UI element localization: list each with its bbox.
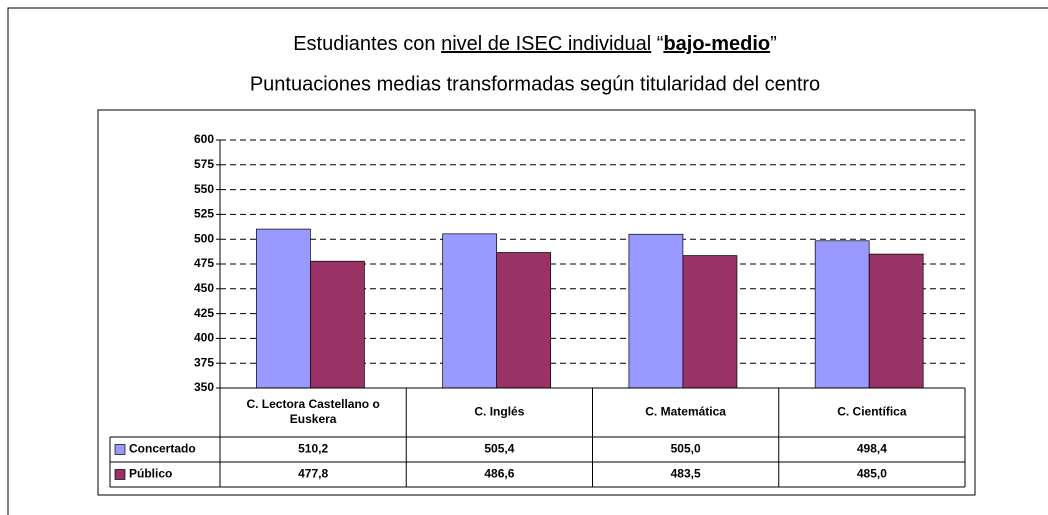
value-label: 510,2 [298, 442, 328, 456]
y-tick-label: 350 [194, 380, 214, 394]
legend-key [114, 469, 126, 480]
value-label: 486,6 [484, 467, 514, 481]
bar [496, 252, 552, 389]
y-tick-label: 550 [194, 182, 214, 196]
frame [7, 7, 1048, 515]
y-tick-label: 475 [194, 256, 214, 270]
bar [310, 260, 365, 389]
category-label: C. Lectora Castellano o [246, 397, 379, 411]
category-label: C. Inglés [474, 405, 524, 419]
value-label: 505,0 [671, 442, 701, 456]
title-part: nivel de ISEC individual [441, 33, 651, 55]
category-label: Euskera [290, 412, 337, 426]
bar [256, 228, 311, 389]
y-tick-label: 425 [194, 306, 214, 320]
y-tick-label: 600 [194, 132, 214, 146]
bar [814, 240, 870, 389]
y-tick-label: 450 [194, 281, 214, 295]
legend-key [114, 444, 126, 455]
y-tick-label: 575 [194, 157, 214, 171]
legend-label: Concertado [129, 442, 196, 456]
title-part: “ [651, 33, 663, 55]
y-tick-label: 375 [194, 355, 214, 369]
y-tick-label: 500 [194, 231, 214, 245]
legend-label: Público [129, 467, 172, 481]
value-label: 498,4 [857, 442, 887, 456]
value-label: 483,5 [671, 467, 701, 481]
category-label: C. Matemática [645, 405, 726, 419]
value-label: 477,8 [298, 467, 328, 481]
bar [442, 233, 498, 389]
y-tick-label: 400 [194, 331, 214, 345]
category-label: C. Científica [837, 405, 907, 419]
title-part: ” [770, 33, 777, 55]
bar [628, 233, 684, 389]
title-part: Estudiantes con [293, 33, 441, 55]
value-label: 505,4 [484, 442, 514, 456]
chart-title: Estudiantes con nivel de ISEC individual… [293, 33, 777, 55]
bar [682, 255, 738, 389]
chart-subtitle: Puntuaciones medias transformadas según … [250, 73, 820, 95]
value-label: 485,0 [857, 467, 887, 481]
y-tick-label: 525 [194, 207, 214, 221]
bar [868, 253, 924, 389]
title-part: bajo-medio [663, 33, 770, 55]
